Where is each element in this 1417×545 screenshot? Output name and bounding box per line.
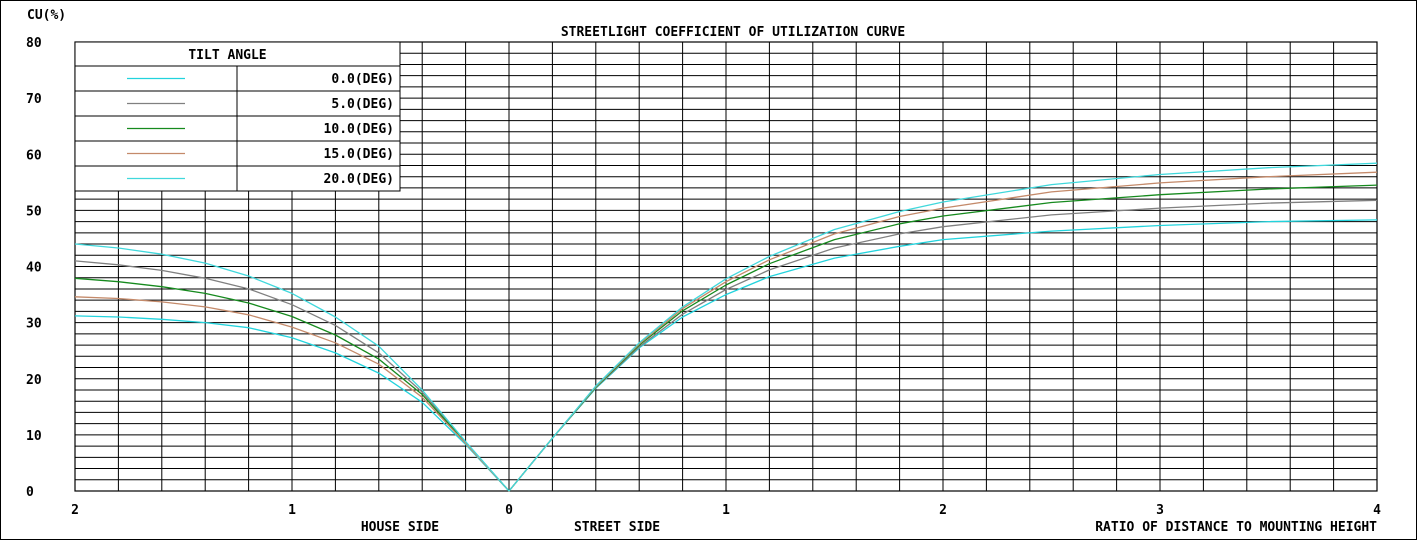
legend-label: 10.0(DEG) bbox=[324, 122, 394, 137]
house-side-curve bbox=[74, 296, 510, 492]
y-tick-label: 60 bbox=[26, 148, 42, 163]
curves bbox=[74, 162, 1378, 492]
street-side-label: STREET SIDE bbox=[574, 520, 660, 535]
plot-border bbox=[74, 41, 1378, 492]
legend-title: TILT ANGLE bbox=[188, 48, 266, 63]
y-tick-label: 0 bbox=[26, 485, 34, 500]
y-tick-label: 50 bbox=[26, 204, 42, 219]
y-tick-label: 80 bbox=[26, 36, 42, 51]
legend-label: 0.0(DEG) bbox=[331, 72, 394, 87]
y-tick-label: 70 bbox=[26, 92, 42, 107]
x-axis-label: RATIO OF DISTANCE TO MOUNTING HEIGHT bbox=[1095, 520, 1377, 535]
series-4 bbox=[74, 162, 1378, 492]
y-tick-label: 20 bbox=[26, 373, 42, 388]
legend-label: 15.0(DEG) bbox=[324, 147, 394, 162]
x-tick-label: 1 bbox=[722, 503, 730, 518]
house-side-curve bbox=[74, 315, 510, 492]
legend-label: 20.0(DEG) bbox=[324, 172, 394, 187]
y-axis-label: CU(%) bbox=[27, 8, 66, 23]
y-tick-labels: 0 10 20 30 40 50 60 70 80 bbox=[26, 36, 42, 500]
house-side-curve bbox=[74, 277, 510, 492]
x-tick-label: 1 bbox=[288, 503, 296, 518]
x-tick-label: 2 bbox=[71, 503, 79, 518]
legend: TILT ANGLE 0.0(DEG) 5.0(DEG) 10.0(DEG) 15.0(… bbox=[74, 41, 401, 192]
x-tick-label: 3 bbox=[1156, 503, 1164, 518]
house-side-curve bbox=[74, 260, 510, 492]
x-tick-label: 2 bbox=[939, 503, 947, 518]
x-tick-label: 4 bbox=[1373, 503, 1381, 518]
legend-label: 5.0(DEG) bbox=[331, 97, 394, 112]
y-tick-label: 10 bbox=[26, 429, 42, 444]
street-side-curve bbox=[508, 162, 1378, 492]
y-tick-label: 30 bbox=[26, 317, 42, 332]
house-side-label: HOUSE SIDE bbox=[361, 520, 439, 535]
x-tick-label: 0 bbox=[505, 503, 513, 518]
plot-area-border bbox=[74, 41, 1378, 492]
y-tick-label: 40 bbox=[26, 261, 42, 276]
x-tick-labels: 2 1 0 1 2 3 4 bbox=[71, 503, 1381, 518]
house-side-curve bbox=[74, 243, 510, 492]
chart-title: STREETLIGHT COEFFICIENT OF UTILIZATION C… bbox=[561, 25, 905, 40]
